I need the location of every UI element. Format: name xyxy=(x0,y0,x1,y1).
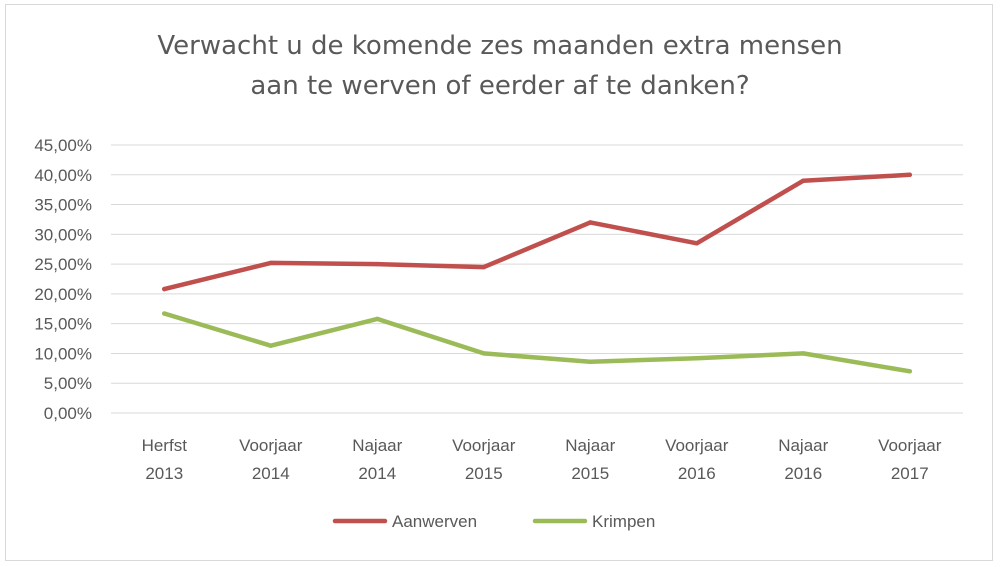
y-tick-label: 0,00% xyxy=(44,404,92,423)
data-point-aanwerven xyxy=(268,260,273,266)
chart-frame xyxy=(5,4,993,561)
chart-title: Verwacht u de komende zes maanden extra … xyxy=(0,26,1000,106)
x-tick-label: 2016 xyxy=(678,464,716,483)
legend: Aanwerven Krimpen xyxy=(332,512,655,531)
y-tick-label: 45,00% xyxy=(34,136,92,155)
x-tick-label: Najaar xyxy=(352,436,402,455)
y-tick-label: 35,00% xyxy=(34,196,92,215)
data-point-aanwerven xyxy=(162,286,167,292)
data-point-krimpen xyxy=(907,369,912,374)
data-point-aanwerven xyxy=(375,261,380,267)
data-point-aanwerven xyxy=(588,220,593,225)
y-tick-label: 30,00% xyxy=(34,225,92,244)
x-tick-label: 2017 xyxy=(891,464,929,483)
data-point-krimpen xyxy=(481,351,486,356)
y-tick-label: 20,00% xyxy=(34,285,92,304)
data-point-aanwerven xyxy=(694,241,699,246)
data-point-aanwerven xyxy=(481,264,486,270)
y-tick-label: 10,00% xyxy=(34,344,92,363)
x-tick-label: 2014 xyxy=(358,464,396,483)
chart-title-line-1: Verwacht u de komende zes maanden extra … xyxy=(157,31,843,61)
data-point-krimpen xyxy=(801,351,806,356)
legend-label-aanwerven: Aanwerven xyxy=(392,512,477,531)
x-tick-label: 2013 xyxy=(145,464,183,483)
data-point-krimpen xyxy=(268,343,273,348)
data-point-krimpen xyxy=(162,311,167,316)
data-point-aanwerven xyxy=(801,178,806,183)
data-point-krimpen xyxy=(694,356,699,361)
y-tick-label: 5,00% xyxy=(44,374,92,393)
series-line-aanwerven xyxy=(162,172,913,292)
y-axis-tick-labels: 0,00% 5,00% 10,00% 15,00% 20,00% 25,00% 30,00%… xyxy=(34,136,92,423)
x-tick-label: Najaar xyxy=(565,436,615,455)
y-tick-label: 25,00% xyxy=(34,255,92,274)
series-line-krimpen xyxy=(162,311,913,374)
chart-title-line-2: aan te werven of eerder af te danken? xyxy=(250,71,750,101)
y-tick-label: 40,00% xyxy=(34,166,92,185)
x-tick-label: Herfst xyxy=(142,436,188,455)
x-tick-label: 2014 xyxy=(252,464,290,483)
data-point-krimpen xyxy=(375,316,380,322)
data-point-krimpen xyxy=(588,359,593,364)
x-axis-tick-labels: Herfst 2013 Voorjaar 2014 Najaar 2014 Voorjaar… xyxy=(142,436,942,483)
gridlines xyxy=(111,144,963,414)
x-tick-label: 2015 xyxy=(465,464,503,483)
x-tick-label: Voorjaar xyxy=(665,436,729,455)
x-tick-label: Voorjaar xyxy=(878,436,942,455)
data-point-aanwerven xyxy=(907,172,912,177)
x-tick-label: Najaar xyxy=(778,436,828,455)
x-tick-label: Voorjaar xyxy=(452,436,516,455)
x-tick-label: Voorjaar xyxy=(239,436,303,455)
y-tick-label: 15,00% xyxy=(34,315,92,334)
x-tick-label: 2015 xyxy=(571,464,609,483)
series-lines xyxy=(162,172,913,374)
x-tick-label: 2016 xyxy=(784,464,822,483)
legend-label-krimpen: Krimpen xyxy=(592,512,655,531)
